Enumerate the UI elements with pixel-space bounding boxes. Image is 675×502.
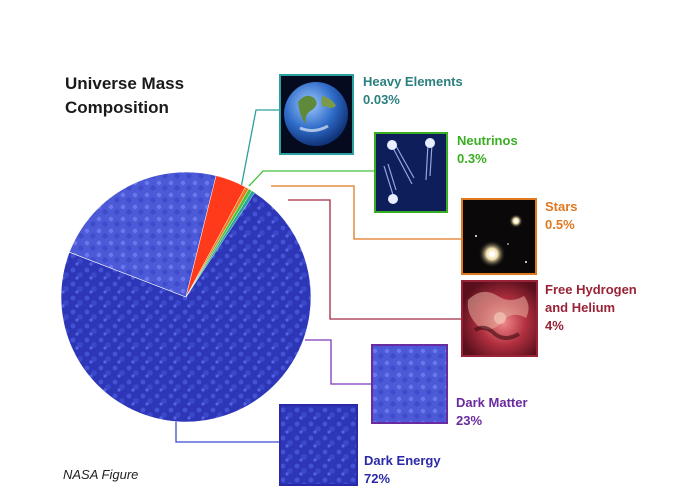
pie-chart <box>60 171 312 423</box>
label-neutrinos: Neutrinos 0.3% <box>457 132 518 168</box>
leader-line-neutrinos <box>248 170 375 187</box>
label-hydrogen-pct: 4% <box>545 318 564 333</box>
chart-title-line-1: Universe Mass <box>65 74 185 93</box>
leader-line-dark-matter <box>305 339 372 385</box>
label-dark-matter-name: Dark Matter <box>456 395 528 410</box>
label-heavy-elements-name: Heavy Elements <box>363 74 463 89</box>
hydrogen-helium-image <box>461 280 538 357</box>
label-heavy-elements-pct: 0.03% <box>363 92 400 107</box>
label-neutrinos-name: Neutrinos <box>457 133 518 148</box>
leader-line-dark-energy <box>175 415 280 443</box>
label-dark-energy-name: Dark Energy <box>364 453 441 468</box>
label-dark-matter-pct: 23% <box>456 413 483 428</box>
label-dark-energy: Dark Energy 72% <box>364 452 441 488</box>
label-stars-pct: 0.5% <box>545 217 575 232</box>
dark-matter-image <box>371 344 448 424</box>
label-neutrinos-pct: 0.3% <box>457 151 487 166</box>
source-credit: NASA Figure <box>63 467 139 482</box>
dark-energy-image <box>279 404 358 486</box>
leader-lines <box>175 109 462 443</box>
leader-line-stars <box>271 185 462 240</box>
pie-slice-heavy-elements <box>185 190 256 298</box>
chart-title: Universe Mass Composition <box>65 72 215 120</box>
earth-image <box>279 74 354 155</box>
label-hydrogen-name-line-2: and Helium <box>545 300 616 315</box>
neutrinos-image <box>374 132 448 213</box>
label-stars: Stars 0.5% <box>545 198 578 234</box>
label-dark-matter: Dark Matter 23% <box>456 394 528 430</box>
leader-line-heavy-elements <box>240 109 280 189</box>
label-stars-name: Stars <box>545 199 578 214</box>
pie-slice-dark-matter <box>68 171 217 298</box>
leader-line-hydrogen <box>288 199 462 320</box>
label-hydrogen-name-line-1: Free Hydrogen <box>545 282 637 297</box>
label-dark-energy-pct: 72% <box>364 471 391 486</box>
label-free-hydrogen-helium: Free Hydrogen and Helium 4% <box>545 281 637 335</box>
chart-title-line-2: Composition <box>65 98 169 117</box>
label-heavy-elements: Heavy Elements 0.03% <box>363 73 463 109</box>
stars-image <box>461 198 537 275</box>
pie-slice-dark-energy <box>60 189 312 423</box>
